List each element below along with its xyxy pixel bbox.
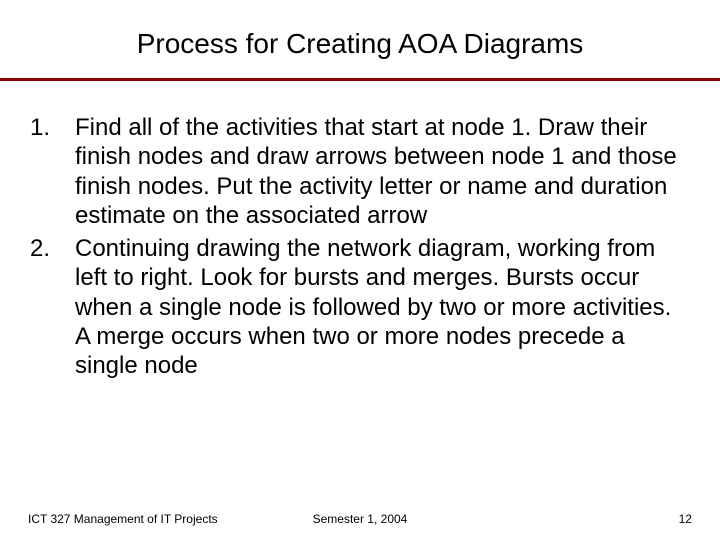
page-number: 12 (471, 512, 692, 526)
list-item: Continuing drawing the network diagram, … (30, 234, 680, 380)
content-area: Find all of the activities that start at… (0, 81, 720, 380)
footer-left-text: ICT 327 Management of IT Projects (28, 512, 249, 526)
slide-footer: ICT 327 Management of IT Projects Semest… (0, 512, 720, 526)
step-list: Find all of the activities that start at… (30, 113, 680, 380)
list-item: Find all of the activities that start at… (30, 113, 680, 230)
slide-title: Process for Creating AOA Diagrams (0, 0, 720, 78)
footer-center-text: Semester 1, 2004 (249, 512, 470, 526)
